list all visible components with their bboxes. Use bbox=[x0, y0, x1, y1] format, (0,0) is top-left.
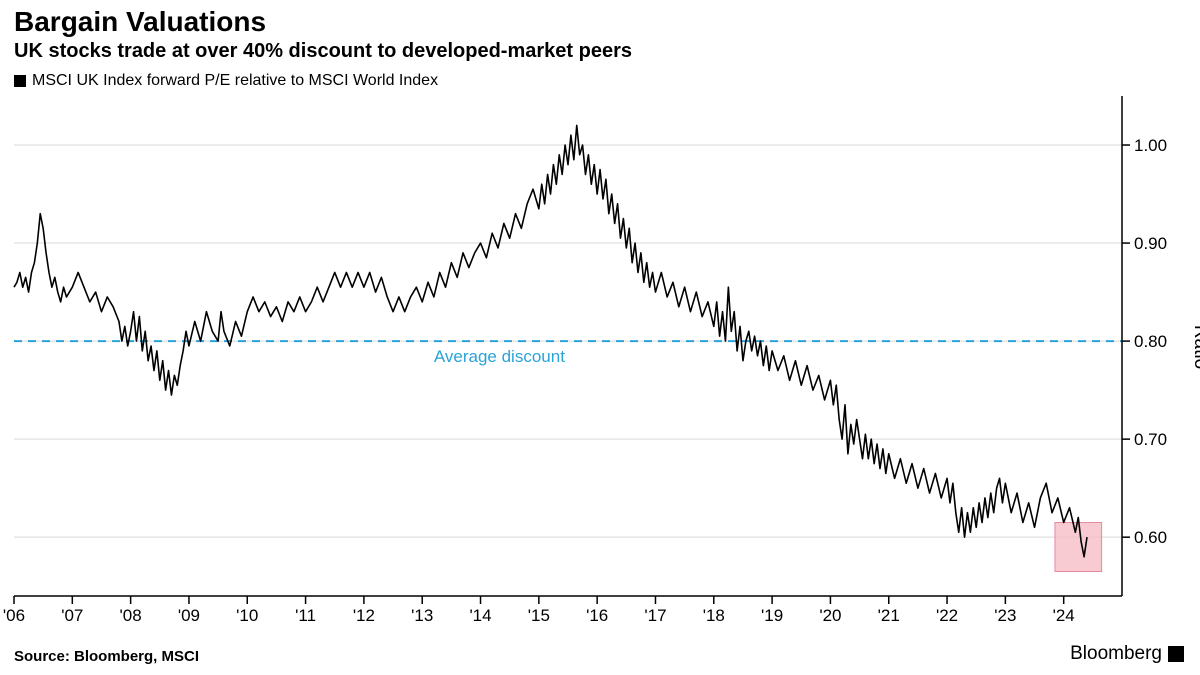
x-tick-label: '13 bbox=[411, 606, 433, 626]
legend-swatch bbox=[14, 75, 26, 87]
chart-title: Bargain Valuations bbox=[14, 6, 266, 38]
brand-label: Bloomberg bbox=[1070, 643, 1162, 665]
source-attribution: Source: Bloomberg, MSCI bbox=[14, 648, 199, 665]
y-tick-label: 1.00 bbox=[1134, 136, 1167, 156]
x-tick-label: '14 bbox=[469, 606, 491, 626]
y-tick-label: 0.80 bbox=[1134, 332, 1167, 352]
legend: MSCI UK Index forward P/E relative to MS… bbox=[14, 72, 438, 90]
x-tick-label: '07 bbox=[61, 606, 83, 626]
x-tick-label: '12 bbox=[353, 606, 375, 626]
y-axis-title: Ratio bbox=[1189, 325, 1200, 369]
y-tick-label: 0.90 bbox=[1134, 234, 1167, 254]
chart-container: { "canvas": { "width": 1200, "height": 6… bbox=[0, 0, 1200, 675]
x-tick-label: '08 bbox=[120, 606, 142, 626]
reference-line-label: Average discount bbox=[434, 347, 565, 367]
x-tick-label: '18 bbox=[703, 606, 725, 626]
x-tick-label: '22 bbox=[936, 606, 958, 626]
x-tick-label: '16 bbox=[586, 606, 608, 626]
x-tick-label: '15 bbox=[528, 606, 550, 626]
brand-mark: Bloomberg bbox=[1070, 643, 1184, 665]
x-tick-label: '20 bbox=[819, 606, 841, 626]
highlight-box bbox=[1055, 522, 1102, 571]
x-tick-label: '06 bbox=[3, 606, 25, 626]
y-tick-label: 0.70 bbox=[1134, 430, 1167, 450]
x-tick-label: '23 bbox=[994, 606, 1016, 626]
x-tick-label: '17 bbox=[644, 606, 666, 626]
x-tick-label: '10 bbox=[236, 606, 258, 626]
x-tick-label: '19 bbox=[761, 606, 783, 626]
brand-icon bbox=[1168, 646, 1184, 662]
x-tick-label: '11 bbox=[295, 606, 316, 626]
chart-svg bbox=[14, 96, 1132, 606]
x-tick-label: '24 bbox=[1053, 606, 1075, 626]
x-tick-label: '09 bbox=[178, 606, 200, 626]
y-tick-label: 0.60 bbox=[1134, 528, 1167, 548]
x-tick-label: '21 bbox=[878, 606, 900, 626]
plot-area: 0.600.700.800.901.00'06'07'08'09'10'11'1… bbox=[14, 96, 1122, 596]
legend-label: MSCI UK Index forward P/E relative to MS… bbox=[32, 72, 438, 90]
chart-subtitle: UK stocks trade at over 40% discount to … bbox=[14, 40, 632, 63]
